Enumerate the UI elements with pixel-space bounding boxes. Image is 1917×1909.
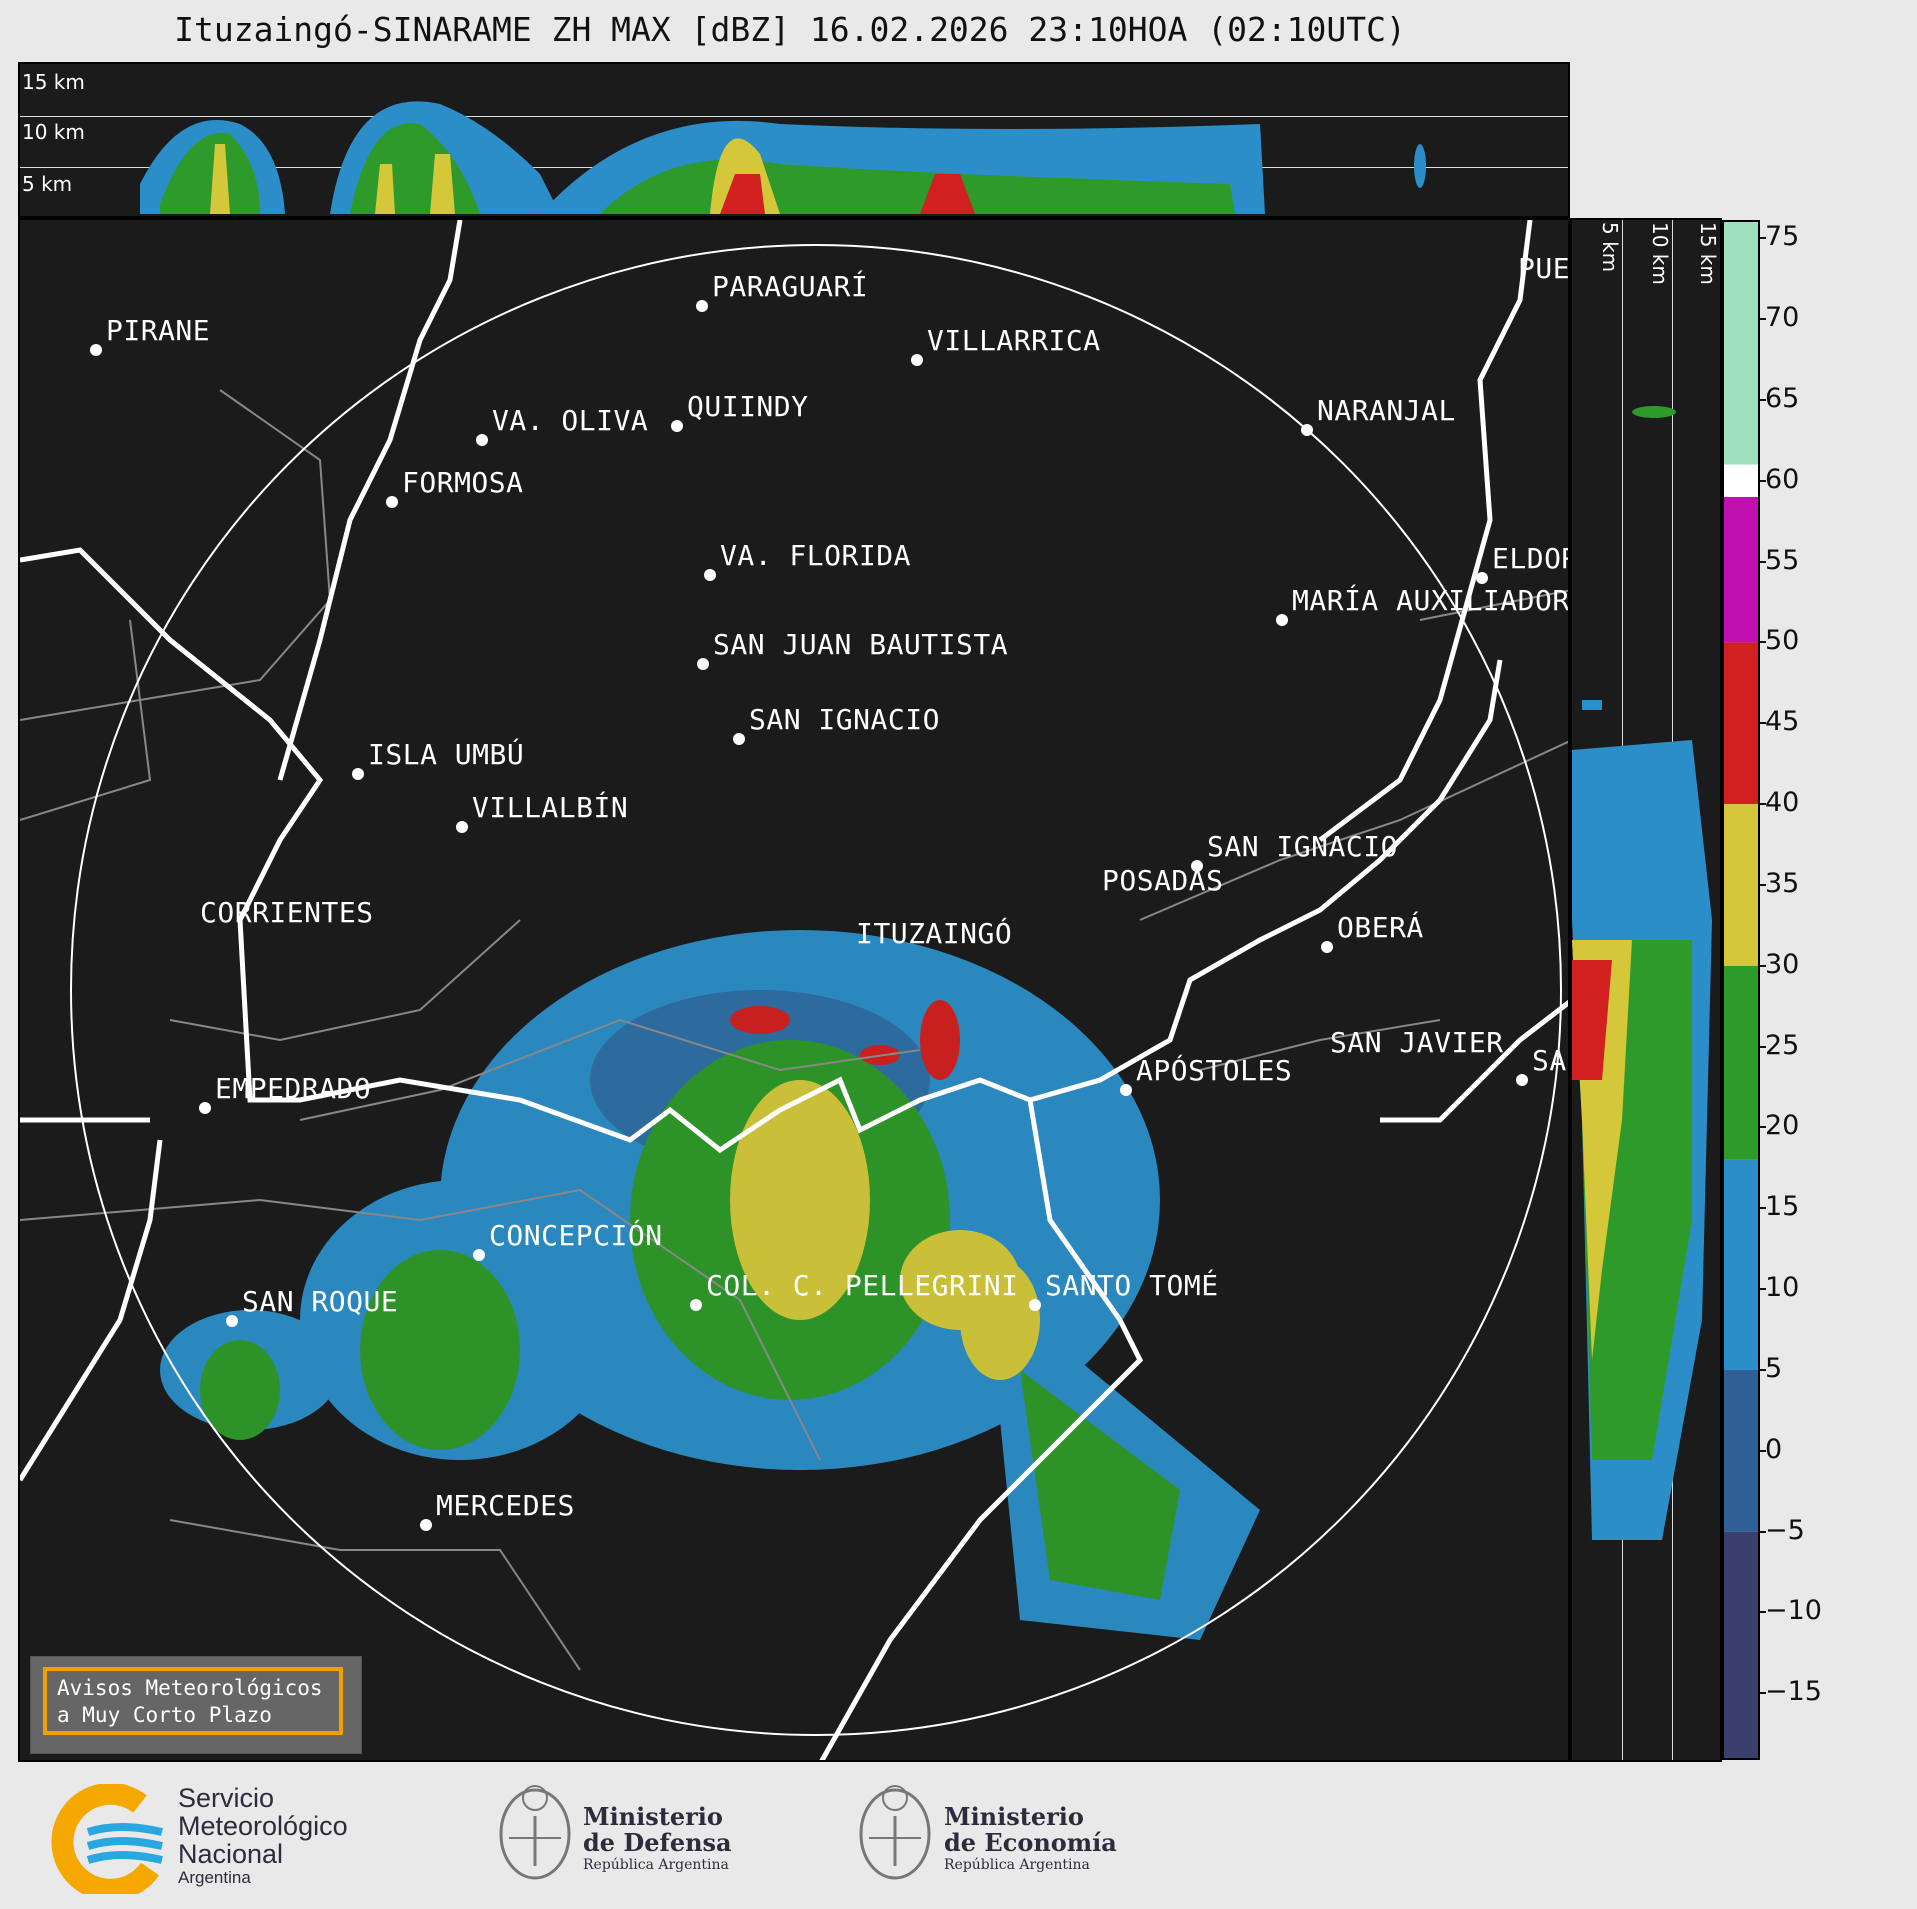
- side-height-label-10km: 10 km: [1648, 222, 1672, 285]
- colorbar-band: [1724, 1531, 1758, 1758]
- colorbar-band: [1724, 1159, 1758, 1370]
- colorbar-tick-mark: [1760, 1207, 1766, 1210]
- colorbar-tick-mark: [1760, 560, 1766, 563]
- radar-map[interactable]: PIRANE PARAGUARÍ VILLARRICA VA. OLIVA QU…: [18, 218, 1570, 1762]
- colorbar-tick-label: 30: [1765, 948, 1800, 980]
- colorbar-tick-label: 25: [1765, 1029, 1800, 1061]
- side-height-label-5km: 5 km: [1598, 222, 1622, 273]
- colorbar-tick-label: 70: [1765, 302, 1800, 333]
- river-borders: [20, 220, 1568, 1760]
- colorbar-tick-label: −15: [1765, 1676, 1822, 1708]
- avisos-line-2: a Muy Corto Plazo: [57, 1703, 272, 1727]
- colorbar-band: [1724, 464, 1758, 497]
- colorbar-tick-mark: [1760, 883, 1766, 886]
- colorbar-tick-mark: [1760, 722, 1766, 725]
- height-label-10km: 10 km: [22, 120, 85, 144]
- colorbar-tick-mark: [1760, 1288, 1766, 1291]
- colorbar-tick-label: 20: [1765, 1110, 1800, 1142]
- colorbar-tick-mark: [1760, 1368, 1766, 1371]
- colorbar-tick-label: 55: [1765, 544, 1800, 576]
- side-height-label-15km: 15 km: [1696, 222, 1720, 285]
- colorbar-band: [1724, 804, 1758, 966]
- defensa-shield-icon: [499, 1785, 571, 1880]
- colorbar-band: [1724, 642, 1758, 805]
- colorbar-band: [1724, 496, 1758, 643]
- colorbar-tick-label: 65: [1765, 382, 1800, 414]
- map-title: Ituzaingó-SINARAME ZH MAX [dBZ] 16.02.20…: [174, 10, 1406, 49]
- side-profile-echoes: [1572, 406, 1712, 1540]
- defensa-logo-text: Ministerio de Defensa República Argentin…: [583, 1802, 732, 1874]
- top-profile-echoes: [140, 101, 1426, 214]
- colorbar-tick-mark: [1760, 318, 1766, 320]
- province-borders: [20, 389, 1568, 1671]
- top-height-profile: 15 km 10 km 5 km: [18, 62, 1570, 218]
- footer-logos: Servicio Meteorológico Nacional Argentin…: [0, 1762, 1917, 1909]
- avisos-line-1: Avisos Meteorológicos: [57, 1676, 323, 1700]
- colorbar-tick-label: 10: [1765, 1272, 1800, 1304]
- colorbar-band: [1724, 965, 1758, 1160]
- colorbar-tick-label: −5: [1765, 1514, 1805, 1546]
- colorbar-tick-label: 50: [1765, 625, 1800, 657]
- colorbar-tick-label: 45: [1765, 706, 1800, 738]
- colorbar-tick-label: 0: [1765, 1433, 1783, 1465]
- colorbar-tick-mark: [1760, 964, 1766, 967]
- colorbar-tick-mark: [1760, 1530, 1766, 1533]
- smn-logo-icon: [51, 1784, 163, 1894]
- colorbar-band: [1724, 222, 1758, 465]
- height-label-15km: 15 km: [22, 70, 85, 94]
- colorbar-tick-mark: [1760, 398, 1766, 401]
- colorbar-tick-mark: [1760, 1126, 1766, 1129]
- colorbar-tick-mark: [1760, 1692, 1766, 1695]
- colorbar-tick-mark: [1760, 1045, 1766, 1048]
- smn-logo-text: Servicio Meteorológico Nacional Argentin…: [178, 1783, 348, 1887]
- colorbar-tick-label: 40: [1765, 787, 1800, 819]
- economia-logo-text: Ministerio de Economía República Argenti…: [944, 1802, 1117, 1874]
- range-ring: [70, 244, 1562, 1736]
- colorbar-tick-mark: [1760, 237, 1766, 240]
- map-canvas: [20, 220, 1568, 1760]
- economia-shield-icon: [859, 1785, 931, 1880]
- side-height-profile: 5 km 10 km 15 km: [1570, 218, 1722, 1762]
- dbz-colorbar: [1722, 220, 1760, 1760]
- colorbar-tick-label: 35: [1765, 867, 1800, 899]
- height-label-5km: 5 km: [22, 172, 73, 196]
- colorbar-band: [1724, 1369, 1758, 1532]
- colorbar-tick-mark: [1760, 1611, 1766, 1614]
- avisos-notice[interactable]: Avisos Meteorológicos a Muy Corto Plazo: [30, 1656, 362, 1754]
- colorbar-tick-label: 5: [1765, 1352, 1783, 1384]
- colorbar-tick-mark: [1760, 1449, 1766, 1452]
- colorbar-tick-label: 75: [1765, 221, 1800, 253]
- colorbar-tick-mark: [1760, 641, 1766, 644]
- colorbar-tick-mark: [1760, 479, 1766, 482]
- colorbar-tick-mark: [1760, 803, 1766, 806]
- colorbar-tick-label: 15: [1765, 1191, 1800, 1223]
- colorbar-tick-label: 60: [1765, 463, 1800, 495]
- colorbar-tick-label: −10: [1765, 1595, 1822, 1627]
- radar-echo-area: [160, 930, 1260, 1640]
